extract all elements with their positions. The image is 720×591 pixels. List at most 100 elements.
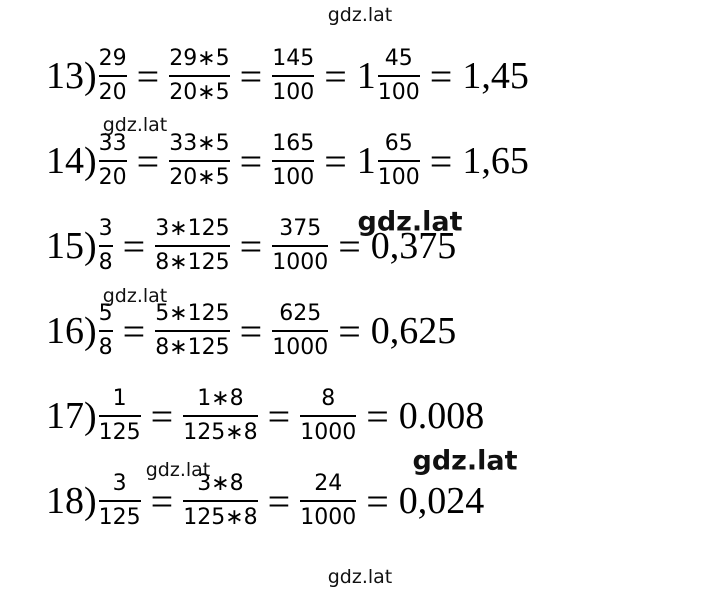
whole-part: 1: [356, 140, 376, 182]
numerator: 145: [272, 46, 315, 71]
fraction: 625 1000: [272, 300, 329, 362]
numerator: 3: [98, 216, 113, 241]
denominator: 8: [98, 250, 113, 275]
equals-sign: =: [122, 308, 146, 354]
equals-sign: =: [150, 393, 174, 439]
fraction: 165 100: [272, 130, 315, 192]
denominator: 1000: [300, 505, 357, 530]
equation-row: 18) 3 125 = 3∗8 125∗8 = 24 1000 = 0,024: [46, 461, 484, 541]
whole-part: 1: [356, 55, 376, 97]
fraction: 33∗5 20∗5: [169, 130, 230, 192]
fraction: 8 1000: [300, 385, 357, 447]
denominator: 8∗125: [155, 250, 230, 275]
fraction-bar: [98, 160, 127, 162]
row-label: 13): [46, 55, 97, 97]
fraction-bar: [272, 245, 329, 247]
numerator: 65: [384, 131, 413, 156]
equals-sign: =: [239, 138, 263, 184]
numerator: 3∗8: [197, 471, 244, 496]
watermark: gdz.lat: [412, 445, 518, 477]
numerator: 24: [314, 471, 343, 496]
denominator: 1000: [272, 250, 329, 275]
row-label: 17): [46, 395, 97, 437]
fraction-bar: [272, 160, 315, 162]
equation-row: 14) 33 20 = 33∗5 20∗5 = 165 100 = 1 65 100 = 1,65: [46, 121, 529, 201]
equals-sign: =: [122, 223, 146, 269]
fraction: 145 100: [272, 45, 315, 107]
watermark: gdz.lat: [327, 566, 393, 588]
fraction-bar: [183, 415, 258, 417]
denominator: 100: [377, 165, 420, 190]
fraction-bar: [272, 75, 315, 77]
watermark: gdz.lat: [102, 114, 168, 136]
numerator: 375: [279, 216, 322, 241]
fraction-bar: [155, 245, 230, 247]
denominator: 125∗8: [183, 420, 258, 445]
row-label: 16): [46, 310, 97, 352]
decimal-result: 0.008: [398, 395, 485, 437]
row-label: 18): [46, 480, 97, 522]
fraction-bar: [272, 330, 329, 332]
equals-sign: =: [267, 393, 291, 439]
fraction-bar: [377, 75, 420, 77]
fraction-bar: [98, 500, 141, 502]
decimal-result: 0,375: [370, 225, 457, 267]
equals-sign: =: [324, 138, 347, 184]
numerator: 29∗5: [169, 46, 230, 71]
watermark: gdz.lat: [145, 459, 211, 481]
equals-sign: =: [150, 478, 174, 524]
numerator: 5: [98, 301, 113, 326]
equals-sign: =: [136, 138, 160, 184]
equation-row: 16) 5 8 = 5∗125 8∗125 = 625 1000 = 0,625: [46, 291, 456, 371]
watermark: gdz.lat: [327, 4, 393, 26]
denominator: 125∗8: [183, 505, 258, 530]
denominator: 1000: [272, 335, 329, 360]
numerator: 625: [279, 301, 322, 326]
fraction: 65 100: [377, 130, 420, 192]
decimal-result: 1,45: [462, 55, 529, 97]
fraction: 29 20: [98, 45, 127, 107]
fraction: 45 100: [377, 45, 420, 107]
denominator: 20: [98, 80, 127, 105]
equation-row: 15) 3 8 = 3∗125 8∗125 = 375 1000 = 0,375: [46, 206, 456, 286]
equation-row: 13) 29 20 = 29∗5 20∗5 = 145 100 = 1 45 100 = 1,45: [46, 36, 529, 116]
fraction-bar: [169, 75, 230, 77]
numerator: 29: [98, 46, 127, 71]
denominator: 1000: [300, 420, 357, 445]
fraction-bar: [300, 415, 357, 417]
equals-sign: =: [429, 138, 453, 184]
equals-sign: =: [366, 478, 389, 524]
fraction-bar: [98, 415, 141, 417]
equals-sign: =: [239, 308, 263, 354]
numerator: 8: [321, 386, 336, 411]
fraction: 24 1000: [300, 470, 357, 532]
fraction: 3∗8 125∗8: [183, 470, 258, 532]
fraction: 375 1000: [272, 215, 329, 277]
denominator: 125: [98, 420, 141, 445]
denominator: 125: [98, 505, 141, 530]
fraction: 5∗125 8∗125: [155, 300, 230, 362]
decimal-result: 1,65: [462, 140, 529, 182]
equals-sign: =: [239, 223, 263, 269]
fraction-bar: [169, 160, 230, 162]
denominator: 100: [272, 165, 315, 190]
fraction: 33 20: [98, 130, 127, 192]
denominator: 100: [272, 80, 315, 105]
fraction: 1∗8 125∗8: [183, 385, 258, 447]
decimal-result: 0,625: [370, 310, 457, 352]
fraction-bar: [98, 245, 113, 247]
denominator: 20∗5: [169, 80, 230, 105]
fraction-bar: [98, 330, 113, 332]
fraction-bar: [98, 75, 127, 77]
equals-sign: =: [429, 53, 453, 99]
row-label: 14): [46, 140, 97, 182]
numerator: 45: [384, 46, 413, 71]
equals-sign: =: [366, 393, 389, 439]
numerator: 1: [112, 386, 127, 411]
equals-sign: =: [239, 53, 263, 99]
decimal-result: 0,024: [398, 480, 485, 522]
row-label: 15): [46, 225, 97, 267]
denominator: 20: [98, 165, 127, 190]
